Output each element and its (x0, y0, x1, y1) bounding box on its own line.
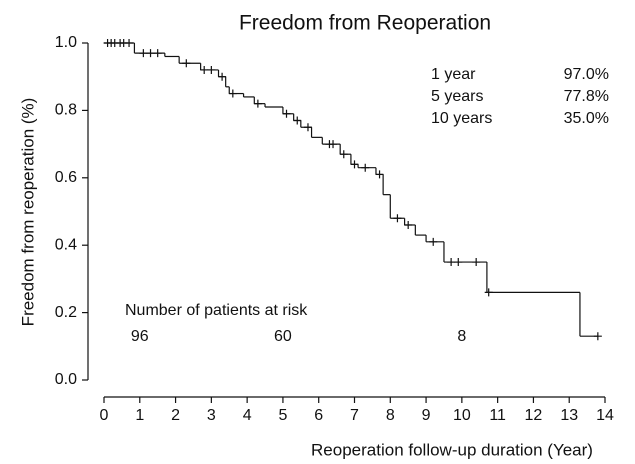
y-axis-label: Freedom from reoperation (%) (18, 98, 37, 327)
censor-mark (339, 150, 348, 159)
summary-value: 35.0% (564, 110, 609, 127)
at-risk-value: 96 (131, 328, 149, 345)
censor-mark (375, 170, 384, 179)
x-tick-label: 10 (453, 407, 471, 424)
censor-mark (200, 65, 209, 74)
x-tick-label: 6 (314, 407, 323, 424)
y-tick-label: 0.6 (55, 169, 77, 186)
chart-title: Freedom from Reoperation (239, 12, 491, 35)
censor-mark (228, 89, 237, 98)
summary-value: 77.8% (564, 88, 609, 105)
censor-mark (447, 258, 456, 267)
censor-mark (329, 140, 338, 149)
censor-mark (253, 99, 262, 108)
x-tick-label: 1 (135, 407, 144, 424)
x-axis-label: Reoperation follow-up duration (Year) (311, 440, 593, 459)
x-tick-label: 7 (350, 407, 359, 424)
censor-mark (454, 258, 463, 267)
censor-mark (218, 72, 227, 81)
at-risk-title: Number of patients at risk (125, 302, 308, 319)
censor-mark (303, 123, 312, 132)
y-tick-label: 0.4 (55, 236, 77, 253)
censor-mark (472, 258, 481, 267)
at-risk-value: 60 (274, 328, 292, 345)
censor-mark (429, 237, 438, 246)
x-tick-label: 9 (422, 407, 431, 424)
x-tick-label: 5 (278, 407, 287, 424)
x-tick-label: 13 (560, 407, 578, 424)
censor-mark (153, 49, 162, 58)
censor-mark (484, 288, 493, 297)
y-tick-label: 1.0 (55, 34, 77, 51)
summary-label: 5 years (431, 88, 483, 105)
x-tick-label: 2 (171, 407, 180, 424)
x-tick-label: 12 (525, 407, 543, 424)
y-tick-label: 0.8 (55, 102, 77, 119)
x-tick-label: 14 (596, 407, 614, 424)
x-tick-label: 8 (386, 407, 395, 424)
censor-mark (350, 160, 359, 169)
censor-mark (293, 116, 302, 125)
censor-mark (207, 65, 216, 74)
censor-mark (139, 49, 148, 58)
summary-label: 10 years (431, 110, 492, 127)
censor-mark (593, 332, 602, 341)
x-tick-label: 0 (100, 407, 109, 424)
x-tick-label: 3 (207, 407, 216, 424)
x-tick-label: 11 (489, 407, 506, 424)
censor-mark (361, 163, 370, 172)
summary-value: 97.0% (564, 66, 609, 83)
censor-mark (393, 214, 402, 223)
censor-mark (125, 39, 134, 47)
censor-mark (146, 49, 155, 58)
censor-mark (404, 220, 413, 229)
x-tick-label: 4 (243, 407, 252, 424)
summary-label: 1 year (431, 66, 476, 83)
y-tick-label: 0.0 (55, 371, 77, 388)
censor-mark (182, 59, 191, 68)
y-tick-label: 0.2 (55, 304, 77, 321)
censor-mark (282, 109, 291, 118)
at-risk-value: 8 (457, 328, 466, 345)
